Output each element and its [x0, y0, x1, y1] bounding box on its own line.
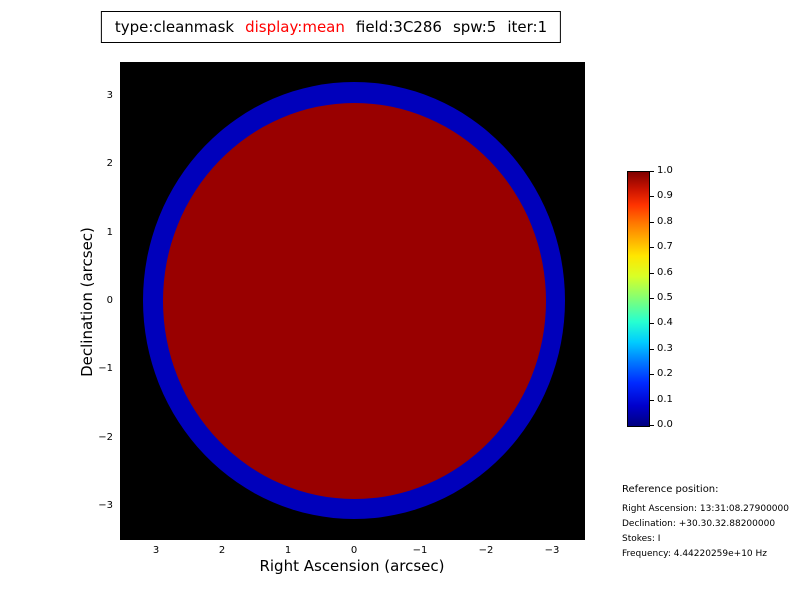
y-tick-label: −1 [98, 363, 113, 374]
y-tick-label: 1 [106, 227, 113, 238]
colorbar-tick-label: 0.9 [657, 190, 673, 201]
y-tick-label: 3 [106, 90, 113, 101]
colorbar-tick-mark [650, 222, 654, 223]
colorbar-tick-label: 0.0 [657, 419, 673, 430]
colorbar-tick-mark [650, 323, 654, 324]
title-segment-display: display:mean [245, 18, 345, 36]
colorbar-tick-label: 0.1 [657, 394, 673, 405]
colorbar-tick-label: 0.6 [657, 267, 673, 278]
x-tick-label: 2 [218, 545, 226, 556]
reference-position-heading: Reference position: [622, 484, 719, 495]
mask-inner-disk [163, 103, 546, 499]
title-segment-iter: iter:1 [507, 18, 548, 36]
x-tick-label: 1 [284, 545, 292, 556]
x-tick-label: −2 [478, 545, 494, 556]
y-tick-label: −2 [98, 432, 113, 443]
colorbar-tick-mark [650, 273, 654, 274]
colorbar-tick-label: 0.4 [657, 317, 673, 328]
y-tick-label: 0 [106, 295, 113, 306]
colorbar-tick-mark [650, 374, 654, 375]
colorbar-tick-label: 1.0 [657, 165, 673, 176]
colorbar-tick-label: 0.7 [657, 241, 673, 252]
colorbar-tick-mark [650, 298, 654, 299]
y-tick-label: −3 [98, 500, 113, 511]
colorbar [627, 171, 650, 427]
colorbar-tick-mark [650, 400, 654, 401]
image-plot-area [120, 62, 585, 540]
y-tick-label: 2 [106, 158, 113, 169]
title-segment-spw: spw:5 [452, 18, 497, 36]
colorbar-tick-mark [650, 349, 654, 350]
reference-stokes: Stokes: I [622, 534, 661, 544]
x-tick-label: −1 [412, 545, 428, 556]
colorbar-tick-label: 0.8 [657, 216, 673, 227]
title-segment-field: field:3C286 [355, 18, 442, 36]
colorbar-tick-label: 0.5 [657, 292, 673, 303]
x-axis-label: Right Ascension (arcsec) [259, 557, 445, 575]
plot-title-box: type:cleanmask display:mean field:3C286 … [100, 11, 562, 43]
x-tick-label: 3 [152, 545, 160, 556]
x-tick-label: 0 [350, 545, 358, 556]
reference-frequency: Frequency: 4.44220259e+10 Hz [622, 549, 768, 559]
reference-declination: Declination: +30.30.32.88200000 [622, 519, 776, 529]
colorbar-tick-mark [650, 425, 654, 426]
x-tick-label: −3 [544, 545, 560, 556]
colorbar-tick-label: 0.3 [657, 343, 673, 354]
colorbar-tick-label: 0.2 [657, 368, 673, 379]
colorbar-tick-mark [650, 171, 654, 172]
title-segment-type: type:cleanmask [114, 18, 235, 36]
y-axis-label: Declination (arcsec) [78, 227, 96, 377]
colorbar-tick-mark [650, 247, 654, 248]
colorbar-tick-mark [650, 196, 654, 197]
reference-right-ascension: Right Ascension: 13:31:08.27900000 [622, 504, 789, 514]
